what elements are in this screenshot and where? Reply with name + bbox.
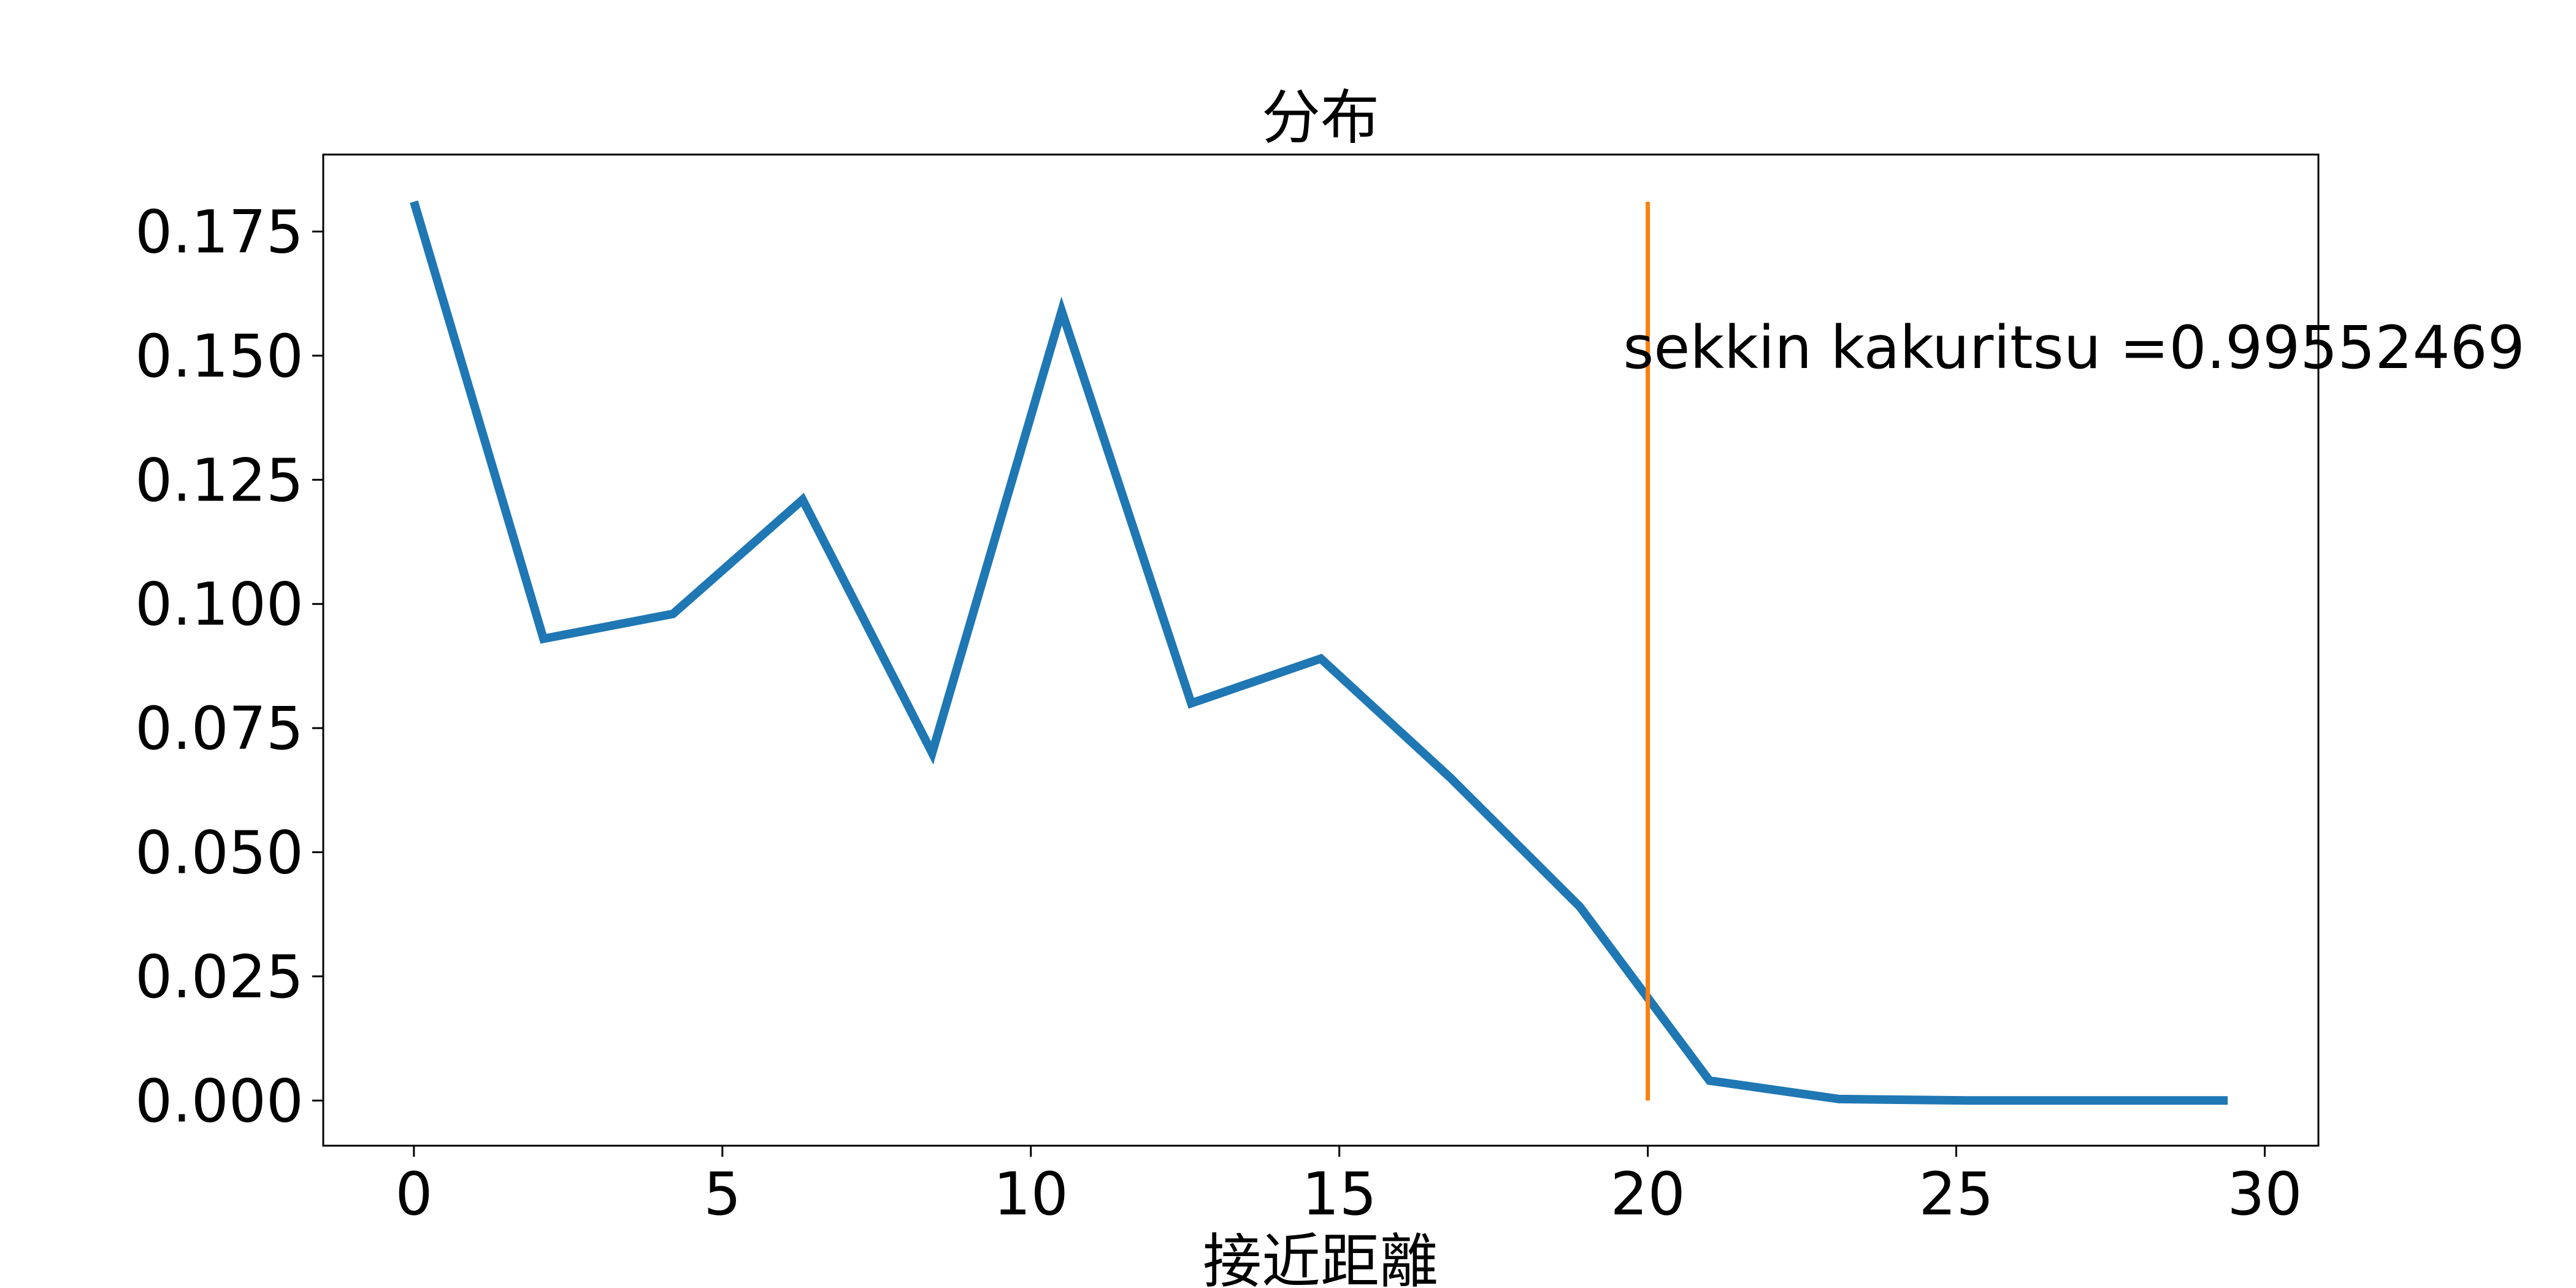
y-tick-label: 0.025 <box>135 943 304 1011</box>
series-line <box>410 200 2228 1105</box>
x-tick-label: 20 <box>1611 1160 1685 1229</box>
annotation-text: sekkin kakuritsu =0.99552469 <box>1623 313 2524 382</box>
x-tick-label: 15 <box>1302 1160 1377 1229</box>
x-tick-label: 10 <box>994 1160 1068 1229</box>
y-tick-label: 0.000 <box>135 1067 304 1135</box>
x-axis: 0 5 10 15 20 25 30 <box>395 1146 2302 1229</box>
chart-title: 分布 <box>1262 83 1379 152</box>
x-tick-label: 25 <box>1919 1160 1993 1229</box>
y-tick-label: 0.075 <box>135 694 304 763</box>
y-tick-label: 0.150 <box>135 322 304 391</box>
x-tick-label: 5 <box>703 1160 741 1229</box>
x-tick-label: 0 <box>395 1160 432 1229</box>
x-axis-label: 接近距離 <box>1203 1227 1438 1288</box>
y-axis: 0.000 0.025 0.050 0.075 0.100 0.125 0.150 0.175 <box>135 197 323 1135</box>
y-tick-label: 0.100 <box>135 570 304 639</box>
y-tick-label: 0.125 <box>135 446 304 515</box>
y-tick-label: 0.050 <box>135 819 304 887</box>
plot-area: sekkin kakuritsu =0.99552469 <box>410 200 2525 1105</box>
y-tick-label: 0.175 <box>135 197 304 266</box>
x-tick-label: 30 <box>2227 1160 2302 1229</box>
axes-frame <box>322 153 2320 1147</box>
